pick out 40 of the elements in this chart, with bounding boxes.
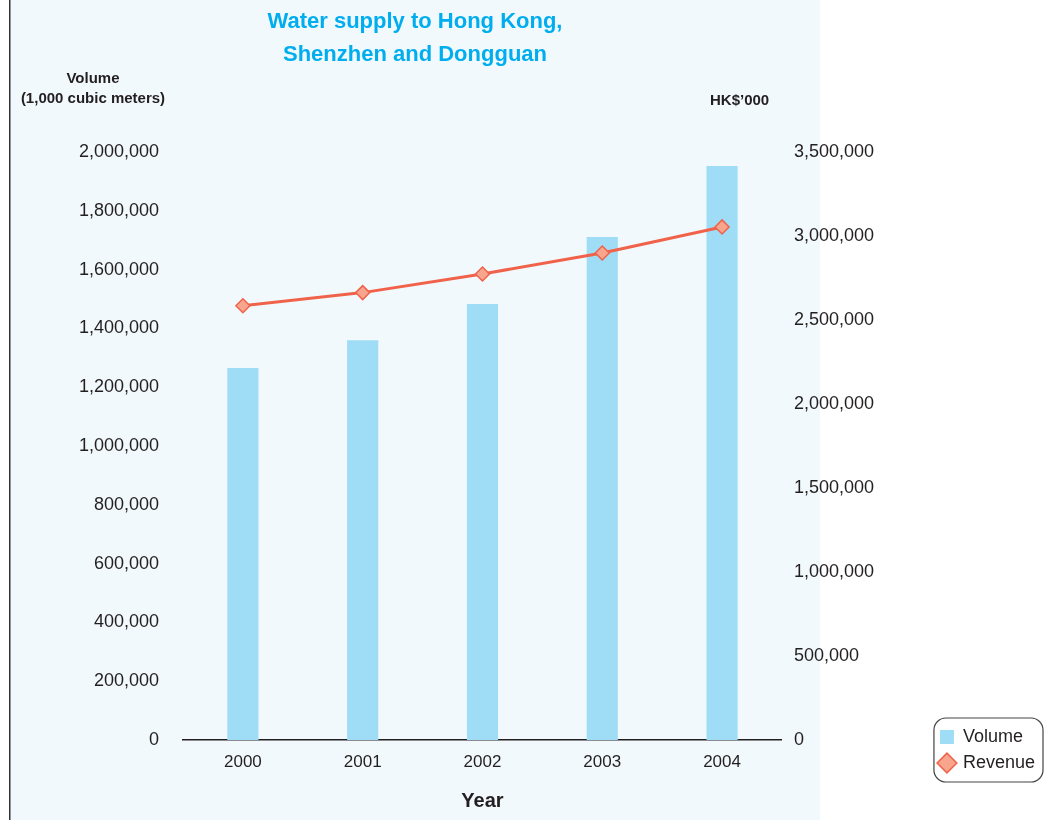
y2-tick-label: 3,500,000: [793, 140, 875, 161]
x-tick-label: 2004: [703, 751, 741, 771]
x-tick-label: 2001: [343, 751, 382, 771]
y-tick-label: 1,200,000: [78, 376, 159, 397]
bar: [227, 368, 259, 740]
y2-tick-label: 500,000: [793, 644, 860, 665]
point: [235, 297, 251, 314]
y2-tick-label: 1,000,000: [793, 560, 875, 581]
bar: [586, 236, 618, 740]
y2-axis-title: HK$’000: [710, 91, 770, 109]
y-tick-label: 400,000: [93, 611, 159, 632]
point: [354, 284, 371, 301]
bar: [706, 166, 738, 740]
y-tick-label: 200,000: [93, 670, 159, 691]
y-tick-label: 1,400,000: [78, 317, 159, 338]
x-tick-label: 2002: [463, 751, 502, 771]
legend-label: Revenue: [962, 751, 1036, 772]
y-axis-title: Volume (1,000 cubic meters): [20, 69, 166, 107]
y2-tick-label: 3,000,000: [793, 224, 875, 245]
y-tick-label: 600,000: [93, 552, 159, 573]
y2-tick-label: 2,000,000: [793, 392, 875, 413]
chart-title: Water supply to Hong Kong, Shenzhen and Dongguan: [267, 8, 563, 67]
y-tick-label: 1,800,000: [78, 199, 159, 220]
y-tick-label: 2,000,000: [78, 140, 159, 161]
legend-label: Volume: [962, 725, 1023, 746]
bar: [347, 340, 379, 740]
point: [474, 266, 491, 282]
x-tick-label: 2000: [223, 751, 262, 771]
point: [714, 219, 730, 235]
y-tick-label: 800,000: [93, 493, 159, 514]
y2-tick-label: 2,500,000: [793, 308, 875, 329]
x-axis-title: Year: [461, 788, 504, 811]
x-tick-label: 2003: [583, 751, 622, 771]
y2-tick-label: 0: [793, 728, 804, 749]
bar: [466, 304, 499, 740]
y-tick-label: 0: [148, 728, 159, 749]
point: [594, 245, 611, 261]
y-tick-label: 1,600,000: [78, 258, 159, 279]
y-tick-label: 1,000,000: [78, 434, 159, 455]
y2-tick-label: 1,500,000: [793, 476, 875, 497]
